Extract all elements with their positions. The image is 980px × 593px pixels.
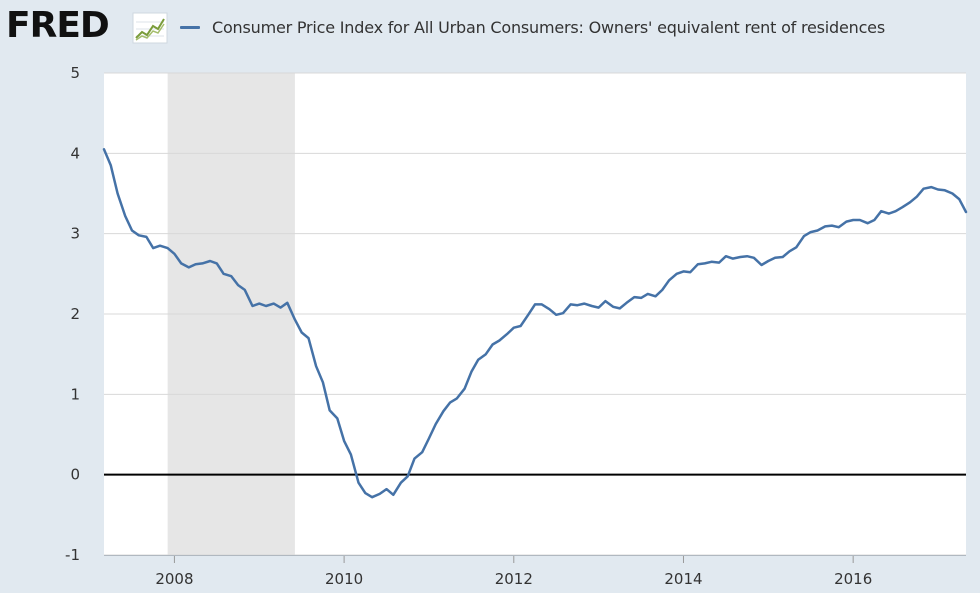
x-tick-label: 2008 (155, 570, 193, 588)
legend-series-label: Consumer Price Index for All Urban Consu… (212, 17, 885, 37)
legend-line-swatch (180, 25, 200, 29)
chart-header: FRED Consumer Price Index for All Urban … (0, 0, 980, 56)
plot-area: -1 0 1 2 3 4 5 2008 2010 2012 2014 2016 (65, 64, 968, 588)
chart-legend[interactable]: Consumer Price Index for All Urban Consu… (180, 16, 885, 38)
fred-line-graph-icon (132, 12, 168, 44)
y-tick-label: 3 (70, 225, 80, 243)
fred-logo[interactable]: FRED (6, 5, 110, 46)
x-tick-label: 2012 (495, 570, 533, 588)
y-tick-label: 4 (70, 144, 80, 162)
series-line[interactable] (102, 148, 968, 499)
x-tick-label: 2010 (325, 570, 363, 588)
y-tick-label: 2 (70, 305, 80, 323)
y-tick-label: 0 (70, 466, 80, 484)
y-tick-label: 1 (70, 385, 80, 403)
y-tick-label: 5 (70, 64, 80, 82)
x-tick-label: 2016 (834, 570, 872, 588)
x-tick-label: 2014 (664, 570, 702, 588)
y-tick-label: -1 (65, 546, 80, 564)
